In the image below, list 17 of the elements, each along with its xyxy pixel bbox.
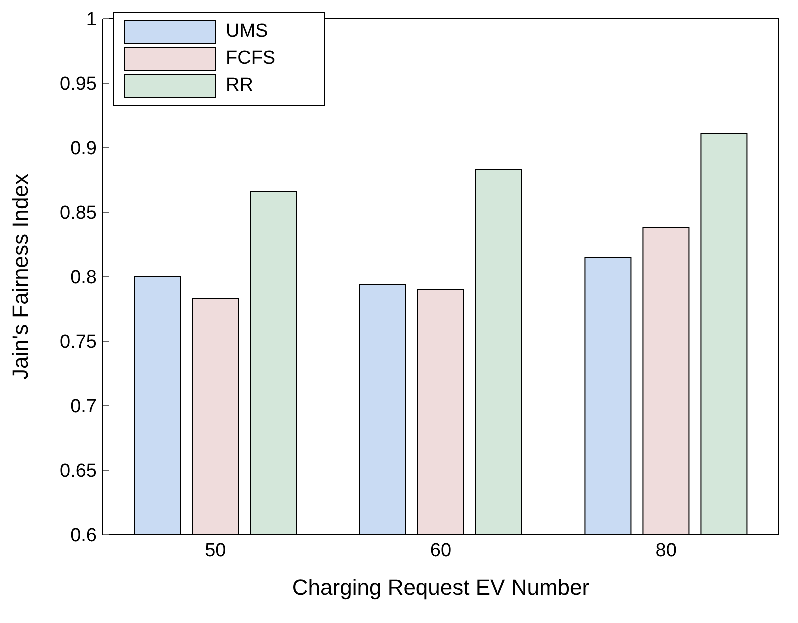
x-tick-label: 60: [430, 540, 452, 562]
y-axis-title: Jain's Fairness Index: [8, 174, 33, 380]
legend-label: RR: [226, 75, 254, 97]
y-tick-label: 0.7: [70, 396, 97, 418]
y-tick-label: 0.85: [60, 203, 97, 224]
x-axis-title: Charging Request EV Number: [292, 575, 590, 600]
y-tick-label: 0.6: [70, 526, 97, 547]
legend-label: UMS: [226, 21, 268, 43]
y-tick-label: 0.65: [60, 461, 97, 482]
legend-label: FCFS: [226, 48, 276, 70]
x-tick-label: 50: [205, 540, 226, 562]
y-tick-label: 0.8: [70, 268, 97, 289]
y-tick-label: 1: [86, 10, 97, 31]
x-tick-label: 80: [656, 540, 677, 562]
y-tick-label: 0.75: [60, 332, 97, 354]
y-tick-label: 0.9: [70, 138, 97, 160]
y-tick-label: 0.95: [60, 74, 97, 96]
